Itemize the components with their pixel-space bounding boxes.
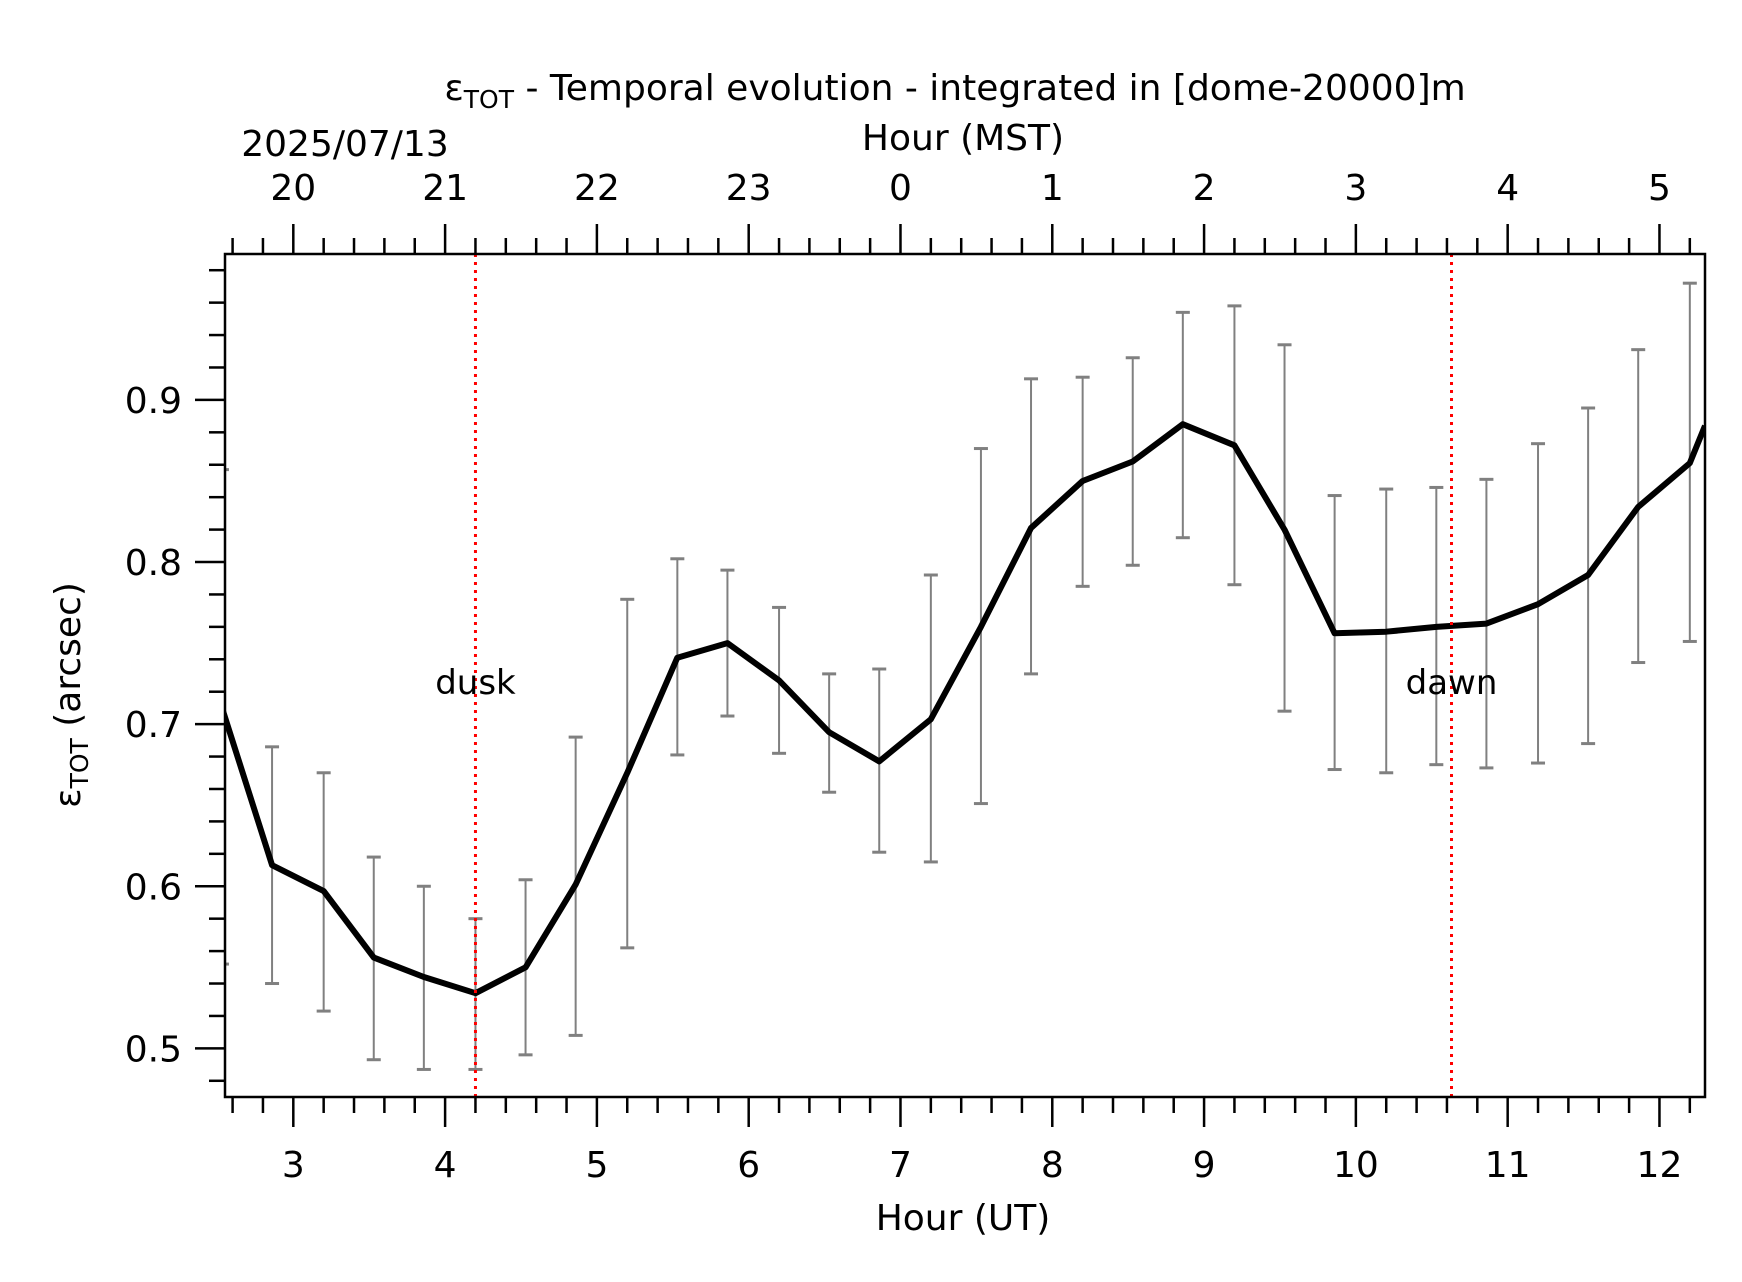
x-tick-label: 6 xyxy=(737,1145,760,1186)
top-axis-label: Hour (MST) xyxy=(862,118,1064,159)
chart-title: εTOT - Temporal evolution - integrated i… xyxy=(444,68,1465,114)
x-tick-label: 7 xyxy=(889,1145,912,1186)
x-axis-label: Hour (UT) xyxy=(876,1198,1051,1239)
y-tick-label: 0.7 xyxy=(125,705,182,746)
top-tick-label: 22 xyxy=(574,168,620,209)
marker-label-dawn: dawn xyxy=(1406,663,1498,703)
y-tick-label: 0.8 xyxy=(125,543,182,584)
x-tick-label: 10 xyxy=(1333,1145,1379,1186)
top-tick-label: 5 xyxy=(1648,168,1671,209)
x-tick-label: 11 xyxy=(1485,1145,1531,1186)
y-axis-label: εTOT (arcsec) xyxy=(48,582,94,808)
plot-frame xyxy=(223,252,1707,1099)
title-prefix: ε xyxy=(444,68,463,109)
title-rest: - Temporal evolution - integrated in [do… xyxy=(514,68,1466,109)
ylabel-rest: (arcsec) xyxy=(48,582,89,738)
y-tick-label: 0.6 xyxy=(125,867,182,908)
x-tick-label: 12 xyxy=(1637,1145,1683,1186)
ylabel-prefix: ε xyxy=(48,788,89,807)
series-line xyxy=(225,421,1705,997)
top-tick-label: 20 xyxy=(270,168,316,209)
x-tick-label: 5 xyxy=(585,1145,608,1186)
y-tick-label: 0.5 xyxy=(125,1029,182,1070)
top-tick-label: 3 xyxy=(1344,168,1367,209)
top-tick-label: 21 xyxy=(422,168,468,209)
x-tick-label: 3 xyxy=(282,1145,305,1186)
top-tick-label: 0 xyxy=(889,168,912,209)
marker-label-dusk: dusk xyxy=(435,663,516,703)
x-tick-label: 4 xyxy=(434,1145,457,1186)
ylabel-sub: TOT xyxy=(65,737,94,789)
y-tick-label: 0.9 xyxy=(125,381,182,422)
x-tick-label: 8 xyxy=(1041,1145,1064,1186)
top-tick-label: 2 xyxy=(1193,168,1216,209)
x-tick-label: 9 xyxy=(1193,1145,1216,1186)
top-tick-label: 23 xyxy=(726,168,772,209)
top-tick-label: 4 xyxy=(1496,168,1519,209)
date-label: 2025/07/13 xyxy=(241,124,449,165)
title-sub: TOT xyxy=(463,85,515,114)
top-tick-label: 1 xyxy=(1041,168,1064,209)
